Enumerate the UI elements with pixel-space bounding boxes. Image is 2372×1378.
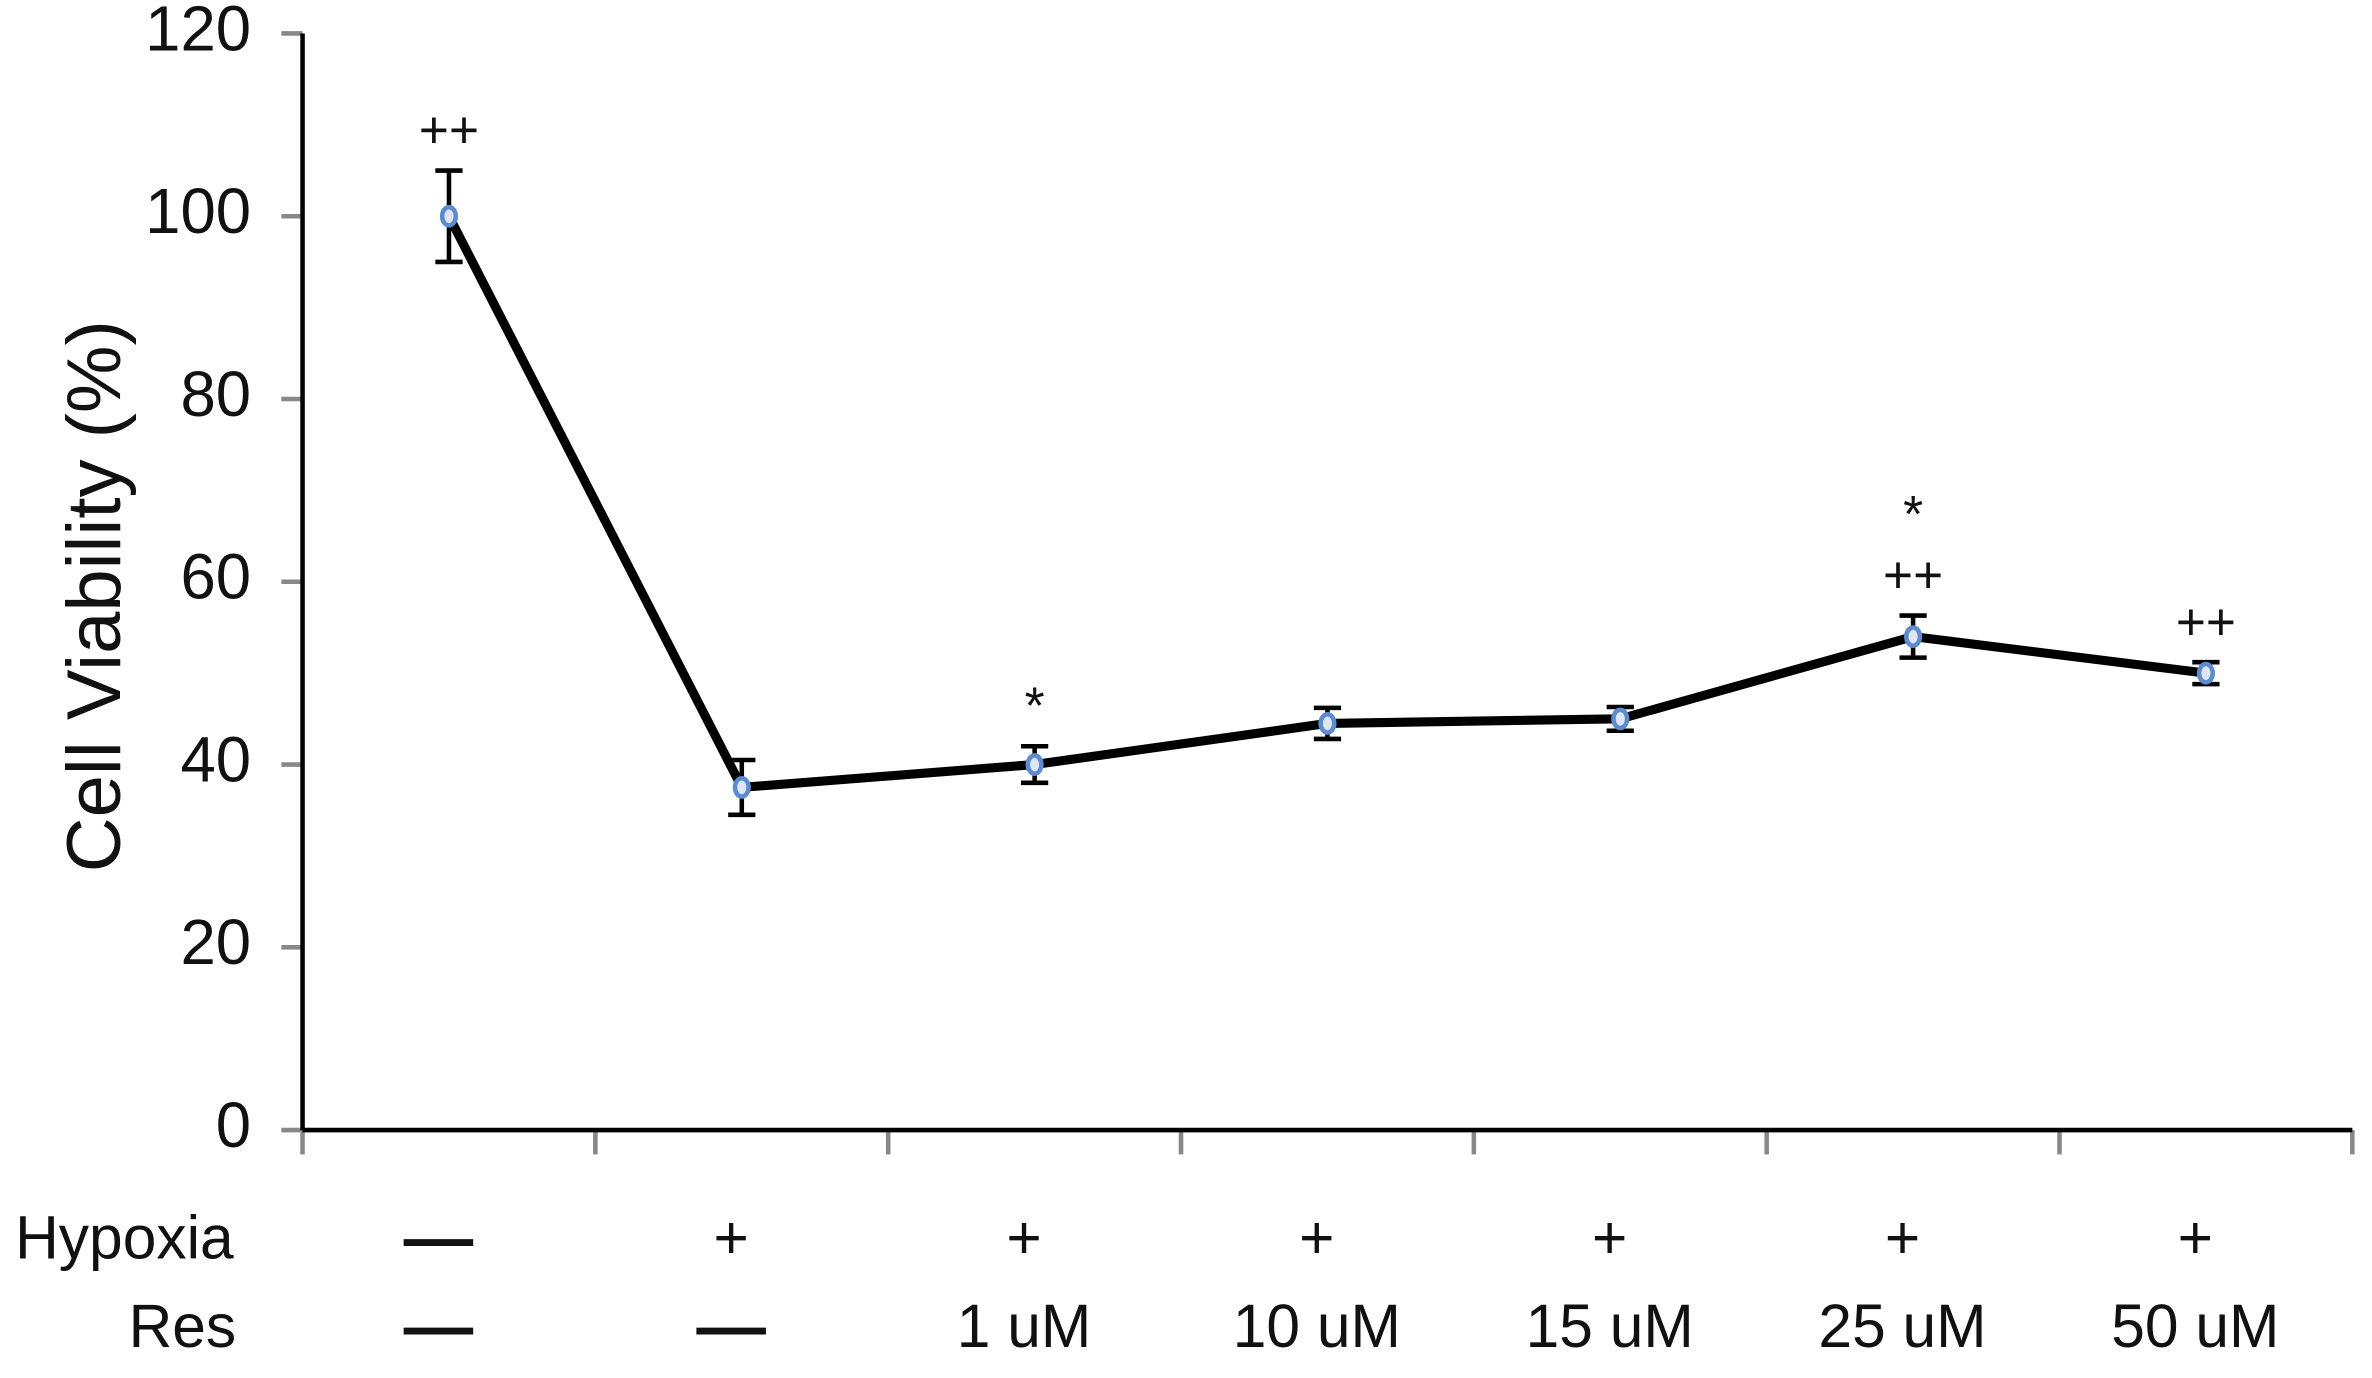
category-label: + [1592, 1204, 1627, 1272]
annotation: ++ [1883, 546, 1943, 604]
marker [1904, 625, 1923, 649]
y-tick-label: 20 [180, 907, 251, 978]
category-label: 25 uM [1818, 1292, 1986, 1360]
y-tick-label: 60 [180, 541, 251, 612]
annotation: * [1903, 485, 1923, 543]
y-axis-label: Cell Viability (%) [52, 320, 137, 872]
marker [1611, 707, 1630, 731]
category-label: 1 uM [957, 1292, 1091, 1360]
series-line [444, 214, 2207, 792]
category-label: 10 uM [1233, 1292, 1401, 1360]
category-label: 15 uM [1526, 1292, 1694, 1360]
category-label: 50 uM [2111, 1292, 2279, 1360]
annotation: ++ [2176, 592, 2236, 650]
annotation: * [1025, 676, 1045, 734]
category-label: + [2178, 1204, 2213, 1272]
marker [1025, 753, 1044, 776]
row-label: Res [129, 1292, 237, 1360]
y-tick-label: 40 [180, 724, 251, 795]
y-tick-label: 80 [180, 359, 251, 430]
marker [732, 775, 751, 799]
category-label: — [696, 1286, 766, 1364]
category-label: + [1006, 1204, 1041, 1272]
annotation: ++ [419, 101, 479, 159]
category-label: + [1885, 1204, 1920, 1272]
marker [439, 204, 459, 228]
y-tick-label: 0 [216, 1090, 251, 1161]
category-label: — [404, 1198, 474, 1276]
row-label: Hypoxia [15, 1204, 234, 1272]
marker [2196, 661, 2215, 685]
marker [1318, 712, 1337, 735]
category-label: + [714, 1204, 749, 1272]
category-label: — [404, 1286, 474, 1364]
y-tick-label: 120 [145, 0, 251, 64]
y-tick-label: 100 [145, 176, 251, 247]
category-label: + [1299, 1204, 1334, 1272]
